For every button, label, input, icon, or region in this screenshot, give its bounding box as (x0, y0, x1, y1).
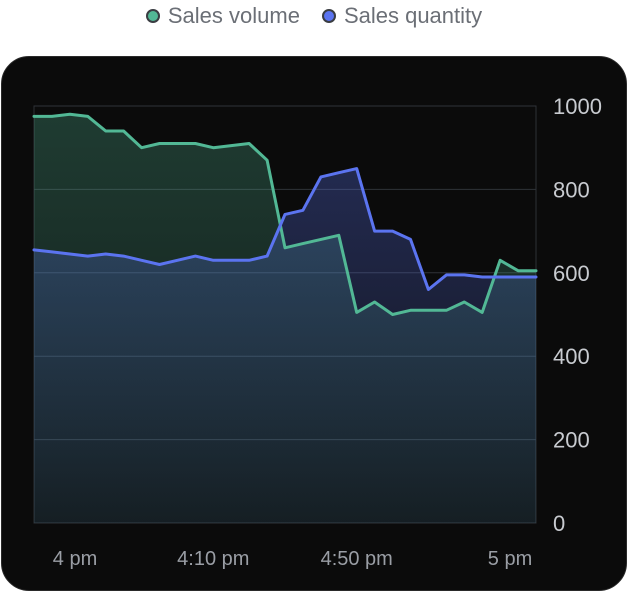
chart-svg: 0 200 400 600 800 1000 4 pm 4:10 pm 4:50 pm 5 pm (32, 94, 602, 570)
y-tick-label-1000: 1000 (553, 94, 602, 119)
y-tick-label-0: 0 (553, 511, 565, 536)
x-tick-label-1: 4:10 pm (177, 548, 249, 570)
legend-swatch-sales-quantity (321, 9, 336, 23)
chart-card: 0 200 400 600 800 1000 4 pm 4:10 pm 4:50 pm 5 pm (1, 56, 627, 591)
legend-label-sales-quantity: Sales quantity (343, 3, 483, 28)
area-sales-quantity (34, 168, 536, 523)
y-tick-label-400: 400 (553, 344, 590, 369)
x-tick-label-0: 4 pm (53, 548, 97, 570)
y-tick-label-800: 800 (553, 177, 590, 202)
y-tick-label-600: 600 (553, 261, 590, 286)
legend-item-sales-quantity[interactable]: Sales quantity (321, 3, 483, 29)
legend-label-sales-volume: Sales volume (167, 3, 300, 28)
chart-legend: Sales volume Sales quantity (0, 0, 628, 32)
legend-item-sales-volume[interactable]: Sales volume (145, 3, 300, 29)
legend-swatch-sales-volume (145, 9, 160, 23)
x-tick-label-2: 4:50 pm (321, 548, 393, 570)
y-tick-label-200: 200 (553, 428, 590, 453)
x-tick-label-3: 5 pm (488, 548, 532, 570)
